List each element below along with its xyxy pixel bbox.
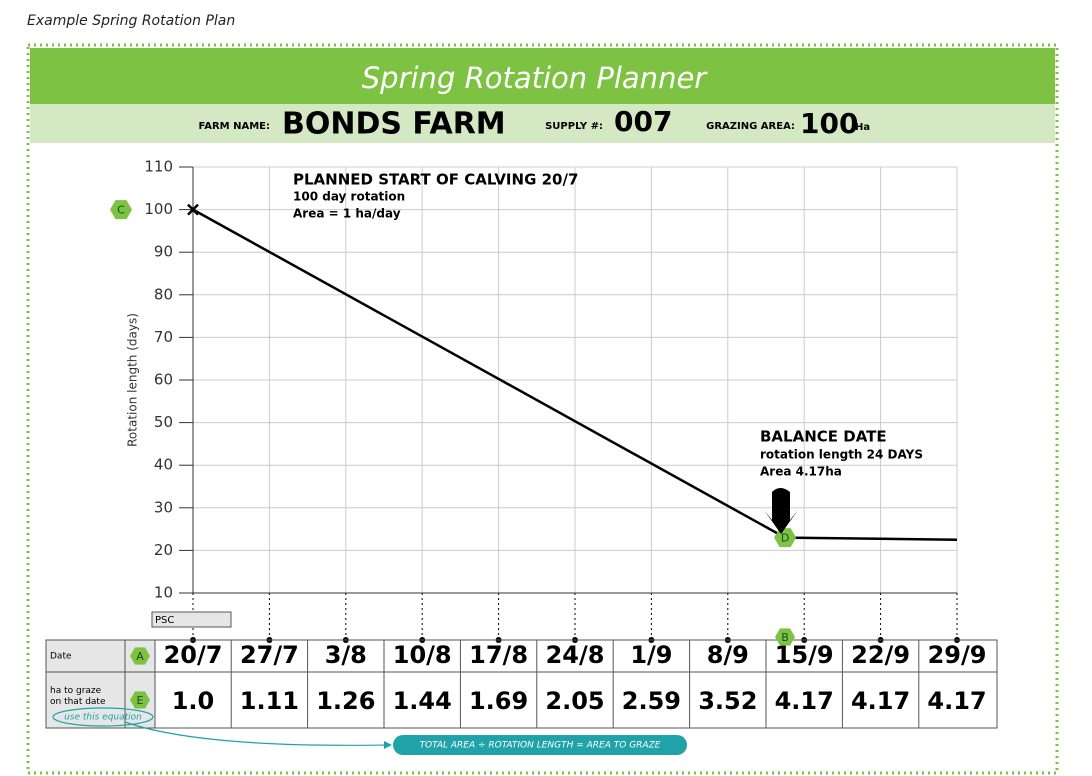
y-tick-label: 40 [154, 456, 173, 474]
cell: 1.0 [172, 687, 215, 715]
formula: TOTAL AREA ÷ ROTATION LENGTH = AREA TO G… [420, 741, 661, 751]
start-cross [187, 203, 199, 216]
cell: 2.59 [622, 687, 681, 715]
cell: 1.26 [316, 687, 375, 715]
cell: 17/8 [469, 641, 528, 669]
row-label: ha to graze on that date [50, 686, 106, 707]
area-label: GRAZING AREA: [706, 121, 795, 132]
arrow-head [384, 741, 392, 749]
annotation: Area = 1 ha/day [293, 207, 401, 221]
annotation: PLANNED START OF CALVING 20/7 [293, 171, 578, 189]
annotation: rotation length 24 DAYS [760, 448, 923, 462]
farm-label: FARM NAME: [199, 121, 270, 132]
y-tick-label: 70 [154, 328, 173, 346]
balance-marker-hex [774, 528, 797, 548]
balance-date-marker-hex [775, 628, 795, 646]
y-tick-label: 100 [144, 200, 173, 218]
row-marker-hex [130, 691, 150, 709]
balance-date-marker: B [781, 631, 789, 644]
cell: 1.69 [469, 687, 528, 715]
supply: 007 [614, 105, 672, 138]
psc: PSC [155, 615, 174, 626]
cell: 22/9 [851, 641, 910, 669]
cell: 4.17 [851, 687, 910, 715]
cell: 3.52 [698, 687, 757, 715]
row-marker-hex [130, 647, 150, 665]
y-tick-label: 60 [154, 371, 173, 389]
cell: 4.17 [927, 687, 986, 715]
hint-arrow [124, 721, 386, 746]
frame [26, 43, 1059, 775]
supply-label: SUPPLY #: [545, 121, 603, 132]
cell: 27/7 [240, 641, 299, 669]
formula-pill [393, 735, 687, 755]
annotation: Area 4.17ha [760, 465, 842, 479]
cell: 20/7 [164, 641, 223, 669]
balance-marker: D [781, 532, 789, 545]
hint: use this equation [64, 713, 142, 723]
pointer-hand [764, 488, 798, 534]
cell: 1.11 [240, 687, 299, 715]
cell: 1/9 [630, 641, 672, 669]
cell: 3/8 [325, 641, 367, 669]
row-marker: E [137, 694, 144, 707]
y-tick-label: 20 [154, 541, 173, 559]
hint-oval [52, 707, 154, 727]
y-tick-label: 110 [144, 158, 173, 176]
y-tick-label: 10 [154, 584, 173, 602]
cell: 8/9 [707, 641, 749, 669]
psc-box [151, 611, 232, 628]
cell: 24/8 [546, 641, 605, 669]
plot: 10 20 30 40 50 60 70 80 90 100 110 Date A 20/7 27/7 3/8… [45, 158, 998, 729]
title: Spring Rotation Planner [362, 61, 709, 95]
row-marker: A [136, 650, 144, 663]
cell: 2.05 [545, 687, 604, 715]
annotation: 100 day rotation [293, 190, 405, 204]
start-marker-hex [110, 200, 132, 220]
cell: 10/8 [393, 641, 452, 669]
cell: 1.44 [393, 687, 452, 715]
area: 100 [800, 107, 858, 140]
cell: 15/9 [775, 641, 834, 669]
annotation: BALANCE DATE [760, 428, 887, 446]
cell: 29/9 [928, 641, 987, 669]
y-tick-label: 50 [154, 413, 173, 431]
caption: Example Spring Rotation Plan [27, 13, 235, 29]
start-marker: C [117, 204, 125, 217]
y-axis-label: Rotation length (days) [126, 313, 140, 447]
y-tick-label: 30 [154, 498, 173, 516]
title-bar [30, 48, 1055, 104]
farm-name: BONDS FARM [282, 107, 506, 142]
y-tick-label: 80 [154, 285, 173, 303]
y-tick-label: 90 [154, 243, 173, 261]
row-label: Date [50, 652, 72, 662]
cell: 4.17 [775, 687, 834, 715]
info-bar [30, 104, 1055, 143]
area-unit: Ha [855, 122, 870, 133]
